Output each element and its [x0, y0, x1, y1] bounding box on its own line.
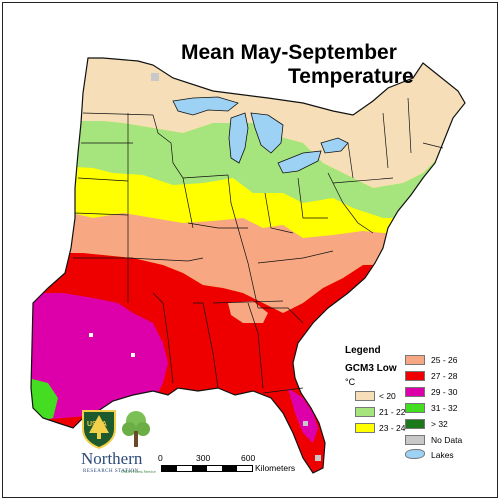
- legend-label-lakes: Lakes: [431, 450, 454, 460]
- legend-swatch-lakes: [405, 449, 425, 459]
- legend-swatch-23-24: [355, 423, 375, 433]
- scale-tick-0: 0: [158, 453, 163, 463]
- legend: Legend GCM3 Low °C < 20 21 - 22 23 - 24 …: [343, 341, 493, 463]
- legend-label-lt20: < 20: [379, 391, 396, 401]
- legend-label-no-data: No Data: [431, 435, 463, 445]
- map-title-line-1: Mean May-September: [181, 41, 397, 64]
- legend-model: GCM3 Low: [345, 363, 397, 374]
- legend-swatch-25-26: [405, 355, 425, 365]
- logo-name: Northern: [81, 449, 143, 468]
- legend-label-29-30: 29 - 30: [431, 387, 458, 397]
- legend-swatch-27-28: [405, 371, 425, 381]
- legend-label-31-32: 31 - 32: [431, 403, 458, 413]
- logo-tagline: USDA Forest Service: [121, 469, 156, 474]
- legend-label-21-22: 21 - 22: [379, 407, 406, 417]
- legend-label-23-24: 23 - 24: [379, 423, 406, 433]
- state-boundaries: [30, 57, 466, 474]
- legend-label-gt32: > 32: [431, 419, 448, 429]
- scale-tick-300: 300: [196, 453, 211, 463]
- legend-swatch-gt32: [405, 419, 425, 429]
- logo-subtitle: RESEARCH STATION: [83, 469, 139, 474]
- legend-title: Legend: [345, 345, 381, 356]
- legend-swatch-29-30: [405, 387, 425, 397]
- legend-swatch-31-32: [405, 403, 425, 413]
- legend-label-25-26: 25 - 26: [431, 355, 458, 365]
- legend-swatch-lt20: [355, 391, 375, 401]
- great-lakes: [172, 96, 349, 174]
- logo-usda-abbrev: USDA: [87, 421, 107, 428]
- temperature-map: [30, 57, 466, 474]
- tree-icon: [122, 411, 150, 447]
- scale-bar-graphic: [161, 465, 253, 472]
- forest-service-shield-icon: [82, 410, 116, 449]
- scale-unit: Kilometers: [255, 463, 296, 473]
- legend-swatch-21-22: [355, 407, 375, 417]
- map-title-line-2: Temperature: [288, 65, 414, 88]
- legend-unit: °C: [345, 377, 356, 387]
- scale-tick-600: 600: [241, 453, 256, 463]
- legend-label-27-28: 27 - 28: [431, 371, 458, 381]
- legend-swatch-no-data: [405, 435, 425, 445]
